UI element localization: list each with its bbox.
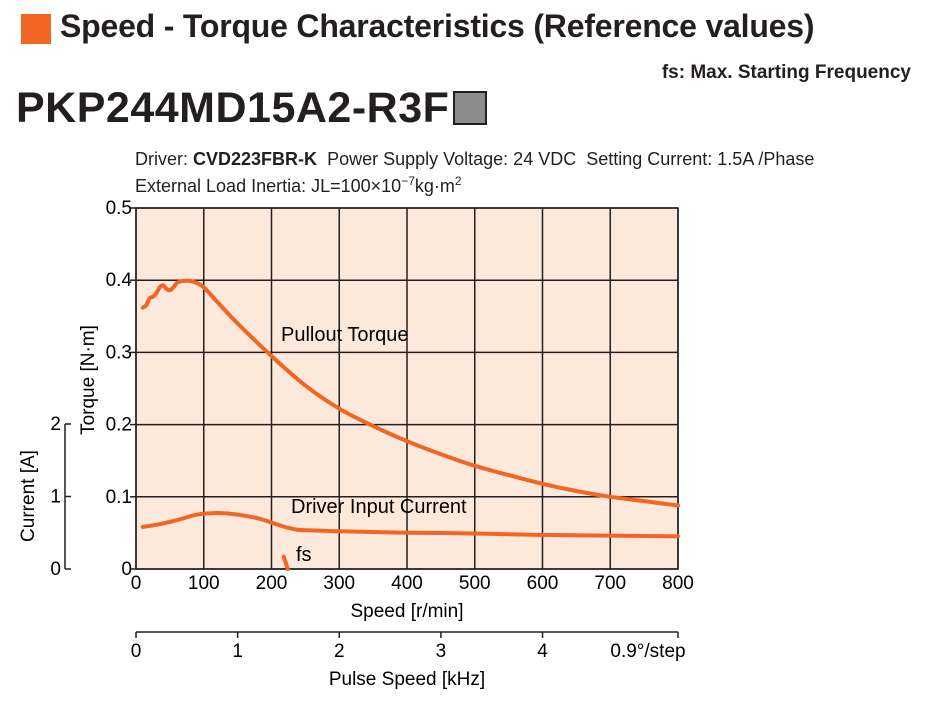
pulse-tick-label-2: 2 [334, 641, 345, 662]
pulse-tick-label-1: 1 [232, 641, 243, 662]
pulse-tick-label-4: 4 [537, 641, 548, 662]
plot-frame [135, 207, 679, 570]
speed-tick-label-7: 700 [594, 573, 626, 594]
power-supply-voltage: Power Supply Voltage: 24 VDC [327, 149, 577, 169]
torque-tick-label-4: 0.4 [106, 270, 133, 291]
series-label-pullout-torque: Pullout Torque [281, 324, 409, 346]
speed-tick-label-3: 300 [323, 573, 355, 594]
load-inertia-exponent: −7 [401, 174, 415, 188]
series-line-fs [281, 554, 290, 571]
torque-tick-label-1: 0.1 [106, 487, 132, 508]
torque-tick-label-5: 0.5 [106, 198, 132, 219]
pulse-axis-label: Pulse Speed [kHz] [329, 669, 485, 690]
load-inertia: External Load Inertia: JL=100×10−7kg·m2 [135, 174, 462, 197]
section-title: Speed - Torque Characteristics (Referenc… [60, 8, 815, 44]
speed-tick-label-5: 500 [459, 573, 491, 594]
section-marker-square [21, 14, 51, 44]
series-label-fs: fs [296, 544, 312, 566]
pulse-tick-label-3: 3 [436, 641, 447, 662]
series-line-driver-input-current [140, 510, 680, 539]
torque-tick-label-3: 0.3 [106, 342, 132, 363]
speed-tick-label-6: 600 [527, 573, 559, 594]
speed-tick-label-8: 800 [662, 573, 694, 594]
series-label-driver-input-current: Driver Input Current [291, 496, 467, 518]
step-note: 0.9°/step [610, 641, 685, 662]
current-tick-label-0: 0 [50, 559, 61, 580]
load-inertia-suffix-exponent: 2 [454, 174, 462, 188]
driver-label: Driver: [135, 149, 188, 169]
fs-note: fs: Max. Starting Frequency [661, 62, 911, 83]
driver-conditions: Driver: CVD223FBR-K Power Supply Voltage… [135, 149, 814, 170]
setting-current: Setting Current: 1.5A /Phase [586, 149, 815, 169]
current-tick-label-1: 1 [50, 487, 61, 508]
pulse-tick-label-0: 0 [131, 641, 142, 662]
current-tick-label-2: 2 [50, 414, 61, 435]
torque-axis-ticks: 0 0.1 0.2 0.3 0.4 0.5 [106, 198, 136, 580]
load-inertia-prefix: External Load Inertia: JL=100×10 [135, 176, 402, 196]
speed-tick-label-0: 0 [131, 573, 142, 594]
load-inertia-suffix: kg·m [414, 176, 455, 196]
model-row: PKP244MD15A2-R3F [16, 82, 488, 134]
speed-tick-label-1: 100 [188, 573, 220, 594]
series-layer [140, 278, 680, 571]
torque-axis-label: Torque [N·m] [78, 325, 99, 435]
series-line-pullout-torque [140, 278, 680, 508]
driver-model: CVD223FBR-K [193, 149, 318, 169]
current-axis: 0 1 2 [50, 414, 71, 580]
current-axis-label: Current [A] [18, 450, 39, 542]
model-marker-square [453, 91, 488, 125]
speed-axis-label: Speed [r/min] [351, 601, 464, 622]
pulse-axis: 0 1 2 3 4 [131, 631, 679, 662]
speed-tick-label-2: 200 [256, 573, 288, 594]
torque-tick-label-0: 0 [121, 559, 132, 580]
speed-tick-label-4: 400 [391, 573, 423, 594]
speed-axis-ticks: 0 100 200 300 400 500 600 700 800 [131, 573, 694, 594]
model-title: PKP244MD15A2-R3F [16, 83, 450, 132]
torque-tick-label-2: 0.2 [106, 415, 132, 436]
